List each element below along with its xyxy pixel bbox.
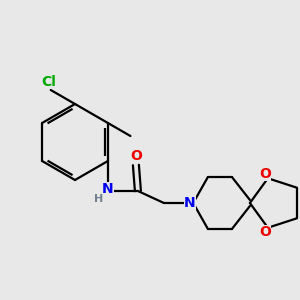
Text: O: O [259, 225, 271, 239]
Text: N: N [102, 182, 114, 196]
Text: O: O [130, 149, 142, 163]
Text: H: H [94, 194, 104, 204]
Text: O: O [259, 167, 271, 181]
Text: N: N [184, 196, 196, 210]
Text: Cl: Cl [41, 75, 56, 89]
